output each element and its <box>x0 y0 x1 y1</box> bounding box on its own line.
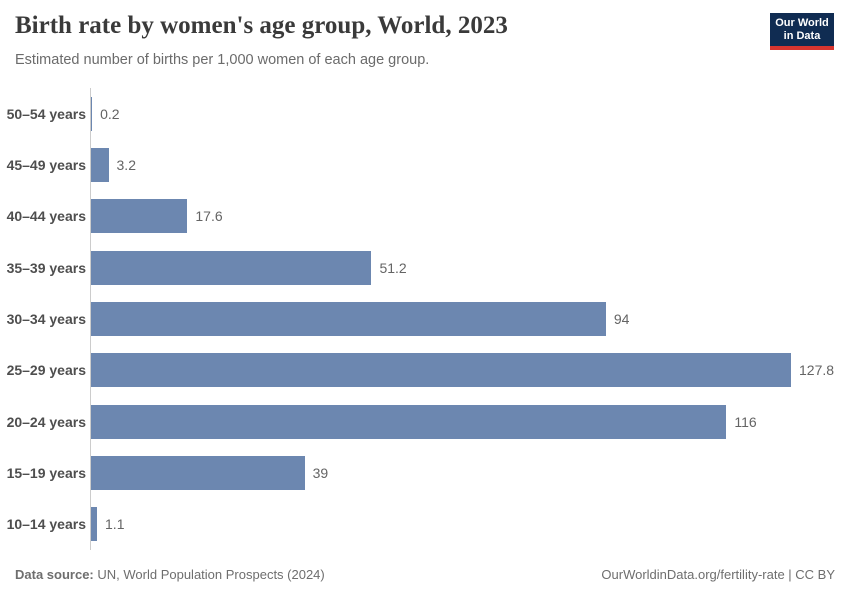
bar-wrap: 39 <box>91 455 329 490</box>
bar[interactable] <box>91 301 606 336</box>
bar-row: 40–44 years 17.6 <box>0 191 850 242</box>
bar[interactable] <box>91 353 791 388</box>
bar-row: 35–39 years 51.2 <box>0 242 850 293</box>
value-label: 127.8 <box>799 362 835 379</box>
category-label: 15–19 years <box>6 464 86 481</box>
category-label: 40–44 years <box>6 208 86 225</box>
bar-row: 25–29 years 127.8 <box>0 345 850 396</box>
bar[interactable] <box>91 147 109 182</box>
chart-footer: Data source: UN, World Population Prospe… <box>15 567 835 582</box>
bar[interactable] <box>91 455 305 490</box>
bar[interactable] <box>91 250 372 285</box>
value-label: 0.2 <box>100 105 120 122</box>
value-label: 17.6 <box>195 208 223 225</box>
value-label: 51.2 <box>379 259 407 276</box>
bar-rows: 50–54 years 0.2 45–49 years 3.2 40–44 years 1… <box>0 88 850 550</box>
bar-row: 50–54 years 0.2 <box>0 88 850 139</box>
category-label: 20–24 years <box>6 413 86 430</box>
bar-wrap: 94 <box>91 301 630 336</box>
bar-row: 10–14 years 1.1 <box>0 499 850 550</box>
bar-row: 30–34 years 94 <box>0 293 850 344</box>
bar-wrap: 1.1 <box>91 507 125 542</box>
category-label: 45–49 years <box>6 156 86 173</box>
bar-wrap: 17.6 <box>91 199 223 234</box>
category-label: 25–29 years <box>6 362 86 379</box>
bar[interactable] <box>91 507 98 542</box>
owid-logo-line2: in Data <box>783 29 821 42</box>
value-label: 3.2 <box>116 156 136 173</box>
bar-wrap: 0.2 <box>91 96 120 131</box>
category-label: 50–54 years <box>6 105 86 122</box>
owid-logo[interactable]: Our World in Data <box>770 13 834 50</box>
category-label: 35–39 years <box>6 259 86 276</box>
data-source: Data source: UN, World Population Prospe… <box>15 567 325 582</box>
owid-logo-underline <box>770 46 834 50</box>
chart-subtitle: Estimated number of births per 1,000 wom… <box>15 52 430 68</box>
bar[interactable] <box>91 96 93 131</box>
bar-wrap: 51.2 <box>91 250 407 285</box>
bar-row: 45–49 years 3.2 <box>0 139 850 190</box>
value-label: 116 <box>734 413 757 430</box>
category-label: 10–14 years <box>6 516 86 533</box>
category-label: 30–34 years <box>6 310 86 327</box>
bar[interactable] <box>91 404 727 439</box>
data-source-text: UN, World Population Prospects (2024) <box>97 567 325 582</box>
value-label: 39 <box>312 464 329 481</box>
y-axis-line <box>90 88 91 550</box>
bar-wrap: 127.8 <box>91 353 835 388</box>
owid-logo-box: Our World in Data <box>770 13 834 46</box>
owid-logo-line1: Our World <box>775 16 829 29</box>
bar-row: 15–19 years 39 <box>0 447 850 498</box>
bar-row: 20–24 years 116 <box>0 396 850 447</box>
bar-wrap: 3.2 <box>91 147 136 182</box>
bar-wrap: 116 <box>91 404 757 439</box>
data-source-label: Data source: <box>15 567 94 582</box>
bar-chart: 50–54 years 0.2 45–49 years 3.2 40–44 years 1… <box>0 88 850 550</box>
chart-title: Birth rate by women's age group, World, … <box>15 12 508 39</box>
bar[interactable] <box>91 199 188 234</box>
value-label: 1.1 <box>105 516 125 533</box>
value-label: 94 <box>613 310 630 327</box>
credit-link[interactable]: OurWorldinData.org/fertility-rate | CC B… <box>601 567 835 582</box>
